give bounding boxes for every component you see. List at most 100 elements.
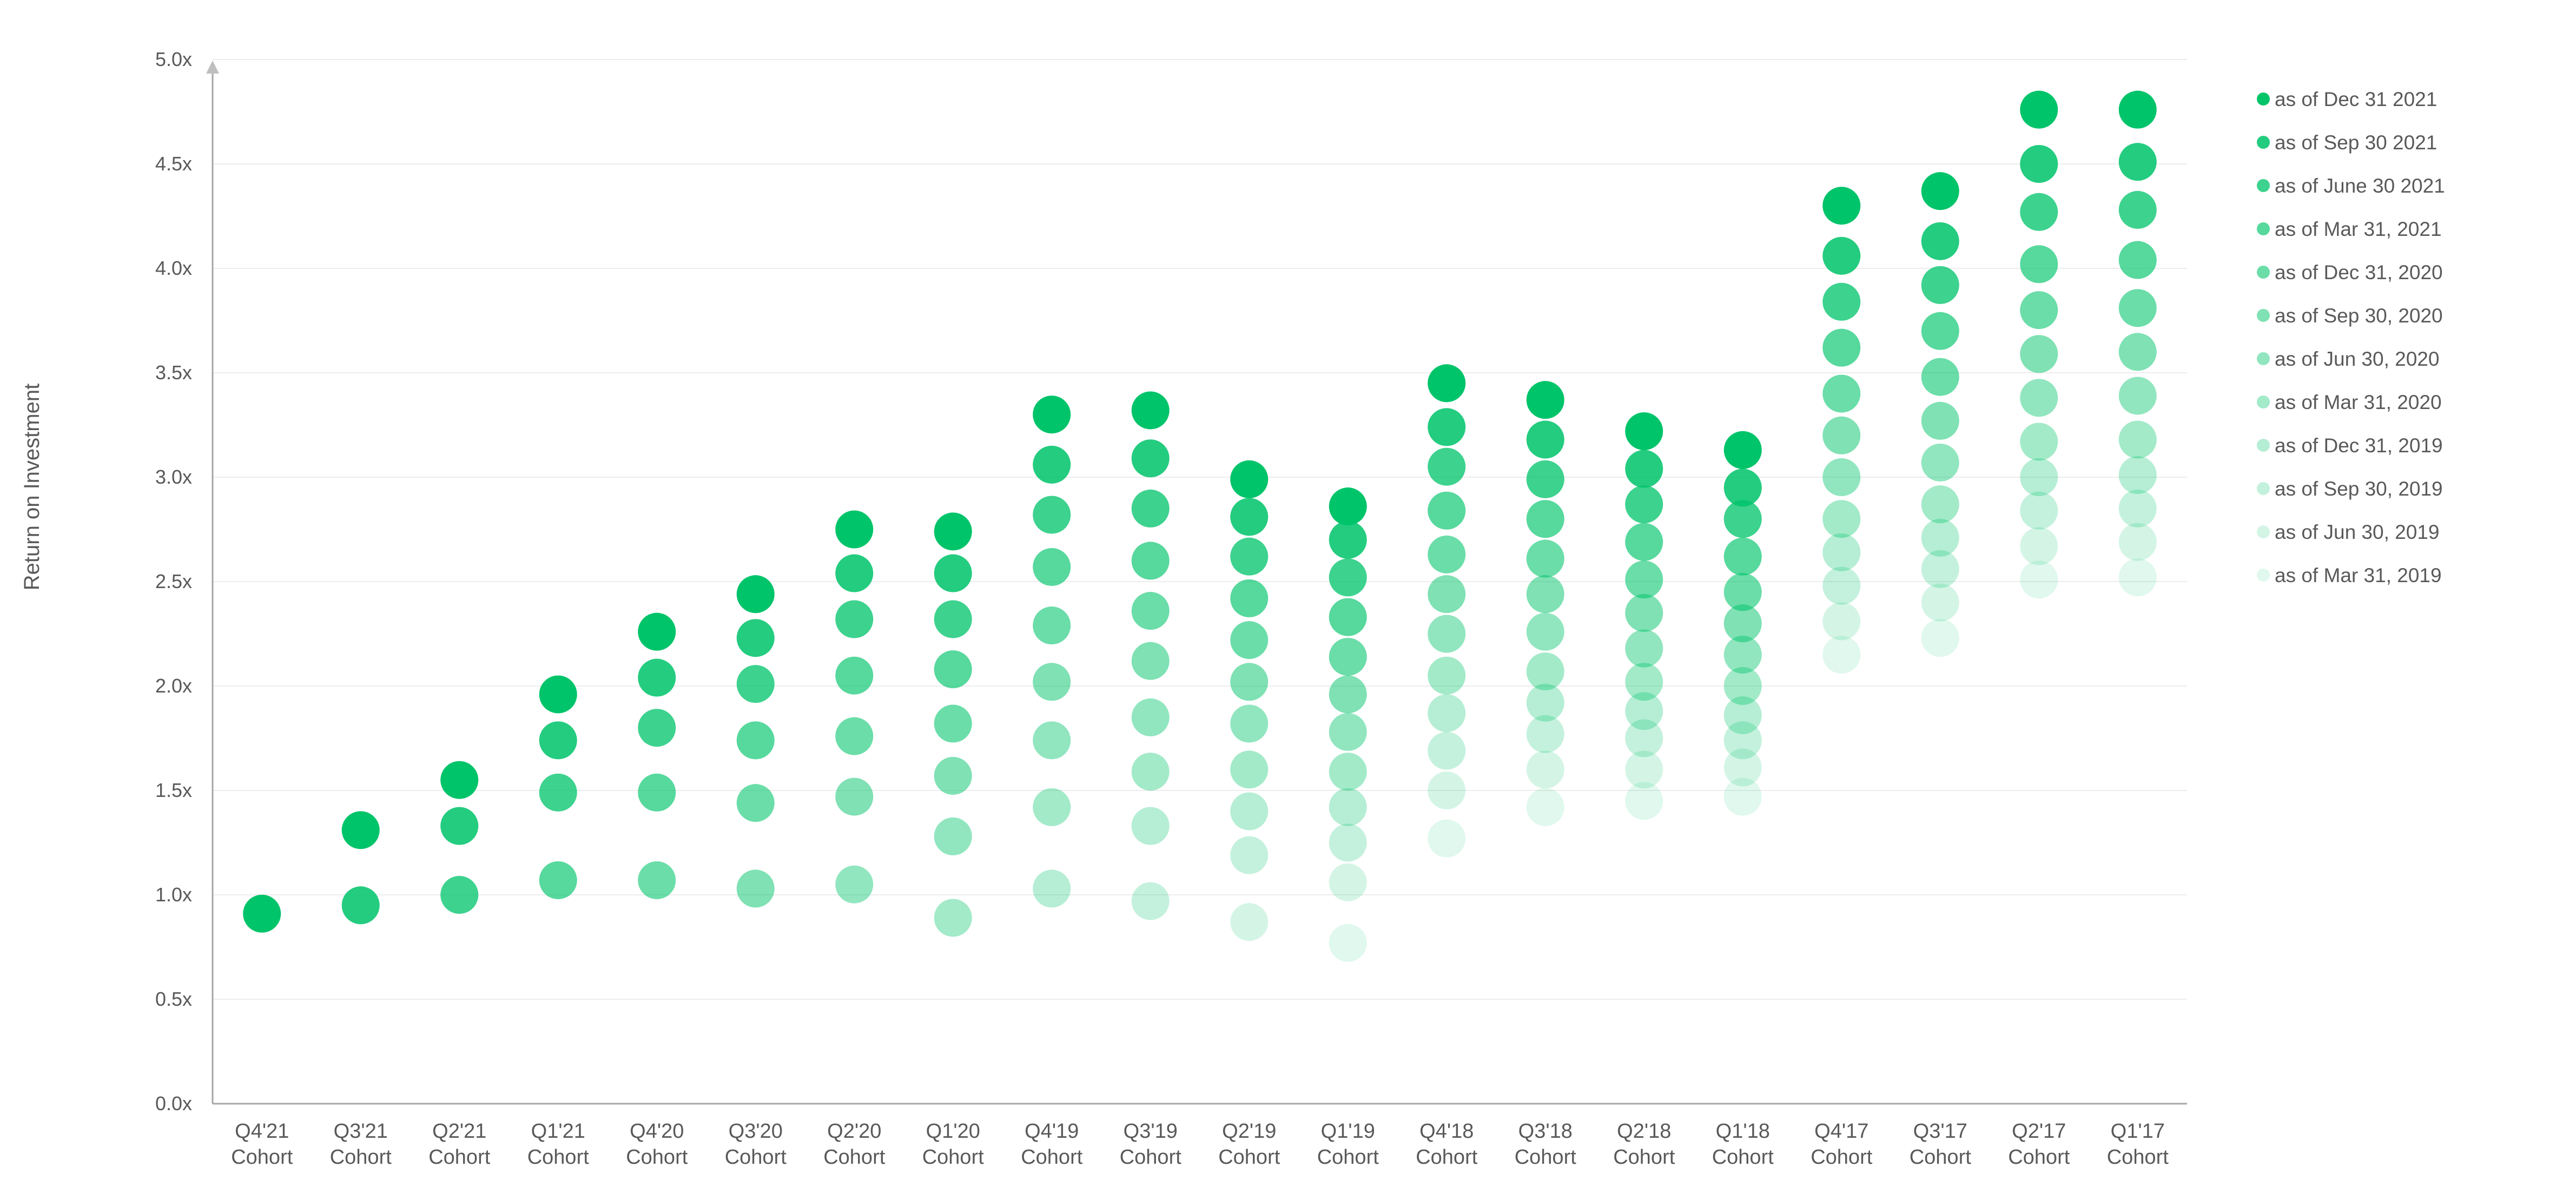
data-point <box>1329 487 1367 526</box>
data-point <box>1822 566 1861 605</box>
data-point <box>2020 379 2058 417</box>
data-point <box>1131 882 1170 920</box>
data-point <box>1723 748 1762 787</box>
data-point <box>1230 537 1269 576</box>
data-point <box>736 721 775 760</box>
data-point <box>1526 715 1564 753</box>
data-point <box>1822 416 1861 454</box>
data-points <box>243 90 2157 962</box>
data-point <box>1230 903 1269 941</box>
data-point <box>1230 460 1269 498</box>
legend-marker <box>2257 136 2270 149</box>
data-point <box>1329 675 1367 714</box>
data-point <box>1033 721 1071 760</box>
data-point <box>539 675 577 714</box>
data-point <box>539 861 577 899</box>
legend-label: as of Dec 31, 2020 <box>2275 261 2443 283</box>
data-point <box>1921 222 1959 260</box>
data-point <box>1723 667 1762 705</box>
data-point <box>1822 533 1861 571</box>
data-point <box>1822 328 1861 367</box>
legend-label: as of Sep 30, 2020 <box>2275 305 2443 327</box>
data-point <box>1625 561 1663 599</box>
data-point <box>835 656 874 695</box>
data-point <box>1625 450 1663 488</box>
data-point <box>1921 583 1959 622</box>
data-point <box>2020 561 2058 599</box>
legend-marker <box>2257 309 2270 322</box>
data-point <box>2020 291 2058 329</box>
data-point <box>934 704 972 743</box>
data-point <box>1625 782 1663 820</box>
y-axis-arrow <box>206 61 219 74</box>
data-point <box>1526 420 1564 459</box>
x-category-label: Q3'19 Cohort <box>1120 1120 1181 1169</box>
data-point <box>2020 90 2058 129</box>
y-tick-label: 2.5x <box>155 570 192 592</box>
data-point <box>736 665 775 703</box>
data-point <box>1428 408 1466 446</box>
x-category-label: Q3'21 Cohort <box>330 1120 392 1169</box>
data-point <box>1131 592 1170 630</box>
legend-marker <box>2257 525 2270 538</box>
data-point <box>934 600 972 638</box>
data-point <box>1428 772 1466 809</box>
data-point <box>1230 579 1269 617</box>
data-point <box>1428 656 1466 695</box>
y-tick-label: 2.0x <box>155 675 192 697</box>
legend-item: as of Dec 31, 2019 <box>2257 434 2443 457</box>
data-point <box>736 575 775 614</box>
data-point <box>934 650 972 689</box>
data-point <box>2118 456 2157 494</box>
data-point <box>1921 172 1959 210</box>
data-point <box>440 807 479 845</box>
data-point <box>1428 491 1466 530</box>
data-point <box>1131 698 1170 736</box>
data-point <box>1526 750 1564 789</box>
legend-item: as of Sep 30 2021 <box>2257 131 2437 154</box>
data-point <box>1921 443 1959 482</box>
x-category-label: Q1'19 Cohort <box>1317 1120 1379 1169</box>
y-axis-title: Return on Investment <box>20 384 44 590</box>
x-category-label: Q2'19 Cohort <box>1218 1120 1280 1169</box>
legend-marker <box>2257 352 2270 365</box>
x-category-label: Q4'20 Cohort <box>626 1120 688 1169</box>
data-point <box>1428 819 1466 858</box>
axes <box>206 61 2187 1105</box>
data-point <box>1625 594 1663 632</box>
data-point <box>736 784 775 822</box>
data-point <box>1329 863 1367 901</box>
data-point <box>1428 447 1466 486</box>
data-point <box>1428 615 1466 653</box>
legend-item: as of Dec 31 2021 <box>2257 88 2437 110</box>
data-point <box>1230 836 1269 874</box>
x-category-label: Q2'18 Cohort <box>1613 1120 1675 1169</box>
data-point <box>934 756 972 795</box>
data-point <box>2118 558 2157 597</box>
data-point <box>2118 289 2157 327</box>
data-point <box>1033 496 1071 534</box>
data-point <box>1625 629 1663 668</box>
data-point <box>1822 458 1861 496</box>
legend-label: as of Jun 30, 2019 <box>2275 521 2439 543</box>
data-point <box>1625 692 1663 730</box>
data-point <box>1526 500 1564 538</box>
legend-label: as of Mar 31, 2019 <box>2275 564 2442 586</box>
data-point <box>1822 282 1861 321</box>
legend-item: as of Mar 31, 2021 <box>2257 218 2442 240</box>
legend-label: as of Sep 30 2021 <box>2275 131 2437 154</box>
data-point <box>1428 694 1466 733</box>
data-point <box>1428 575 1466 614</box>
legend-item: as of Sep 30, 2020 <box>2257 305 2443 327</box>
data-point <box>1230 704 1269 743</box>
data-point <box>2020 458 2058 496</box>
data-point <box>1625 719 1663 757</box>
legend-marker <box>2257 395 2270 408</box>
y-tick-label: 4.0x <box>155 257 192 279</box>
data-point <box>2020 245 2058 283</box>
data-point <box>1230 663 1269 701</box>
data-point <box>1526 575 1564 614</box>
y-tick-label: 1.0x <box>155 883 192 906</box>
x-category-label: Q3'18 Cohort <box>1515 1120 1576 1169</box>
y-tick-label: 3.5x <box>155 361 192 384</box>
